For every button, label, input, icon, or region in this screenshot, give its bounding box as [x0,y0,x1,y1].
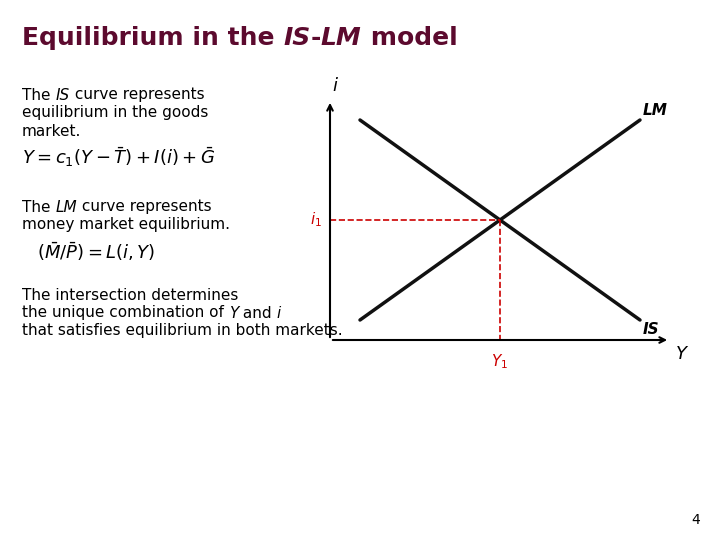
Text: LM: LM [55,199,77,214]
Text: $i_1$: $i_1$ [310,211,322,229]
Text: $Y = c_1(Y - \bar{T}) + I(i) + \bar{G}$: $Y = c_1(Y - \bar{T}) + I(i) + \bar{G}$ [22,145,215,169]
Text: LM: LM [321,26,361,50]
Text: and: and [238,306,276,321]
Text: 4: 4 [691,513,700,527]
Text: $Y_1$: $Y_1$ [492,352,508,370]
Text: Y: Y [229,306,238,321]
Text: market.: market. [22,124,81,138]
Text: $(\bar{M}/\bar{P}) = L(i, Y)$: $(\bar{M}/\bar{P}) = L(i, Y)$ [37,241,156,264]
Text: The intersection determines: The intersection determines [22,287,238,302]
Text: Equilibrium in the: Equilibrium in the [22,26,283,50]
Text: IS: IS [283,26,310,50]
Text: curve represents: curve represents [70,87,204,103]
Text: i: i [276,306,281,321]
Text: $Y$: $Y$ [675,345,689,363]
Text: IS: IS [643,322,660,337]
Text: -: - [310,26,321,50]
Text: IS: IS [55,87,70,103]
Text: money market equilibrium.: money market equilibrium. [22,218,230,233]
Text: The: The [22,87,55,103]
Text: $i$: $i$ [331,77,338,95]
Text: curve represents: curve represents [77,199,212,214]
Text: model: model [361,26,457,50]
Text: that satisfies equilibrium in both markets.: that satisfies equilibrium in both marke… [22,323,343,339]
Text: the unique combination of: the unique combination of [22,306,229,321]
Text: equilibrium in the goods: equilibrium in the goods [22,105,208,120]
Text: LM: LM [643,103,668,118]
Text: The: The [22,199,55,214]
